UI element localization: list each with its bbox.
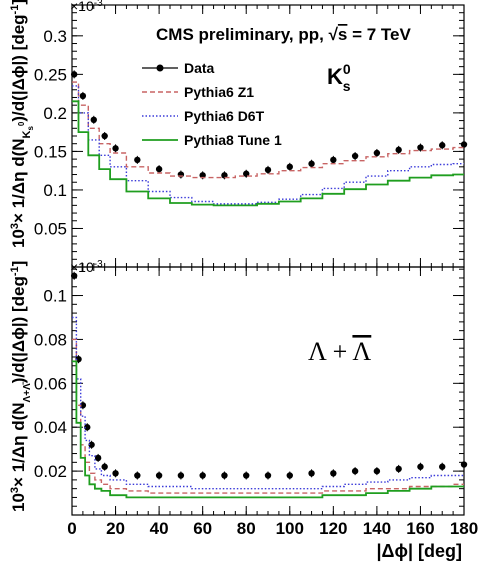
top-ylabel: 103× 1/Δη d(NKs0)/d(|Δϕ|) [deg-1]	[9, 0, 35, 248]
top-series-z1	[72, 81, 464, 179]
top-series-layer	[70, 70, 468, 207]
top-series-p8	[72, 100, 464, 207]
x-tick-label: 80	[237, 519, 256, 538]
bottom-multiplier: ×10-3	[70, 259, 103, 275]
top-y-tick-label: 0.2	[43, 104, 67, 123]
top-y-tick-label: 0.25	[34, 65, 67, 84]
top-y-tick-label: 0.1	[43, 181, 67, 200]
bottom-y-tick-label: 0.04	[34, 418, 67, 437]
bottom-ylabel: 103× 1/Δη d(NΛ+Λ̄)/d(|Δϕ|) [deg-1]	[9, 261, 33, 512]
top-axis-ticks: 0.05 0.1 0.15 0.2 0.25 0.3	[34, 4, 465, 268]
top-y-tick-label: 0.05	[34, 219, 67, 238]
legend-label-data: Data	[184, 60, 215, 76]
x-tick-label: 120	[319, 519, 347, 538]
legend-label-z1: Pythia6 Z1	[184, 84, 254, 100]
top-y-tick-label: 0.3	[43, 27, 67, 46]
x-tick-label: 180	[450, 519, 478, 538]
bottom-y-tick-label: 0.1	[43, 287, 67, 306]
x-tick-label: 40	[150, 519, 169, 538]
legend-marker-data	[156, 64, 164, 72]
top-multiplier: ×10-3	[70, 0, 103, 14]
bottom-y-tick-label: 0.02	[34, 462, 67, 481]
x-tick-label: 140	[363, 519, 391, 538]
x-tick-label: 160	[406, 519, 434, 538]
top-particle-label: K0 s	[327, 61, 351, 94]
bottom-y-tick-label: 0.08	[34, 330, 67, 349]
x-tick-label: 100	[276, 519, 304, 538]
legend-label-d6t: Pythia6 D6T	[184, 108, 265, 124]
legend-label-p8: Pythia8 Tune 1	[184, 132, 282, 148]
x-axis-label: |Δϕ| [deg]	[377, 541, 463, 561]
top-y-tick-label: 0.15	[34, 142, 67, 161]
x-tick-label: 0	[67, 519, 76, 538]
x-tick-label: 60	[193, 519, 212, 538]
x-tick-label: 20	[106, 519, 125, 538]
bottom-series-p8	[72, 360, 464, 499]
bottom-series-layer	[70, 271, 468, 499]
bottom-y-tick-label: 0.06	[34, 374, 67, 393]
legend: Data Pythia6 Z1 Pythia6 D6T Pythia8 Tune 1	[142, 60, 282, 148]
bottom-series-z1	[72, 338, 464, 494]
bottom-series-d6t	[72, 316, 464, 490]
chart-header: CMS preliminary, pp, √s = 7 TeV	[156, 25, 412, 44]
bottom-particle-label: Λ + Λ	[308, 337, 371, 366]
bottom-axis-ticks: 0 20 40 60 80 100 120 140 160 180 0.02 0.04 0.06 0.08…	[34, 267, 478, 538]
